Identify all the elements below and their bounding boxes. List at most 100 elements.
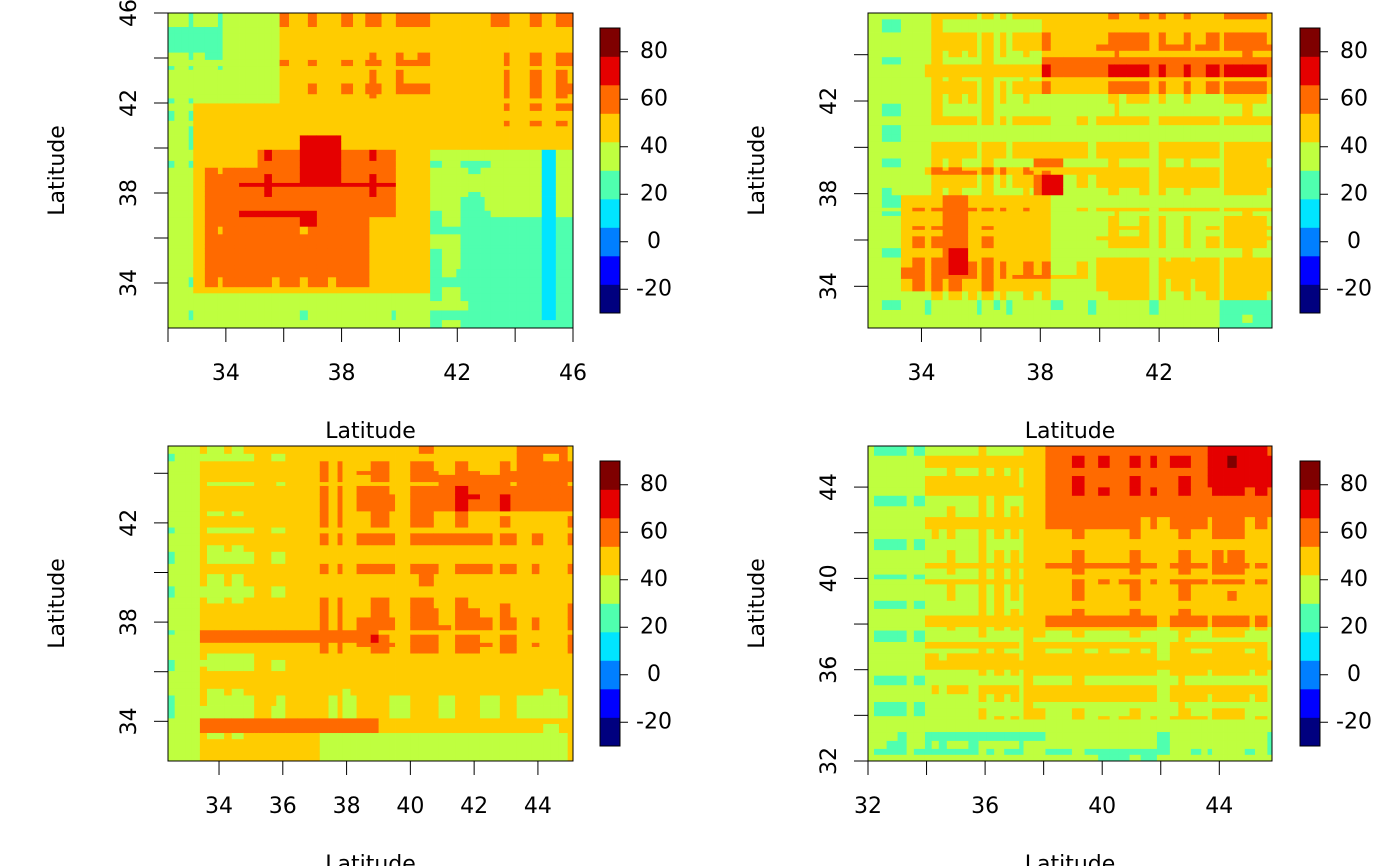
heatmap-cell [257, 248, 265, 254]
heatmap-cell [555, 182, 568, 187]
heatmap-cell [254, 634, 260, 643]
heatmap-cell [977, 115, 982, 126]
heatmap-cell [942, 261, 949, 268]
heatmap-cell [1119, 247, 1127, 258]
heatmap-cell [376, 173, 382, 183]
heatmap-cell [891, 194, 902, 208]
heatmap-cell [1242, 103, 1254, 117]
heatmap-cell [456, 93, 461, 99]
heatmap-cell [1033, 207, 1043, 212]
heatmap-cell [381, 276, 393, 288]
heatmap-cell [214, 607, 225, 618]
heatmap-cell [319, 510, 329, 517]
heatmap-cell [1087, 225, 1097, 230]
heatmap-cell [993, 32, 1001, 45]
heatmap-cell [1190, 210, 1196, 216]
heatmap-cell [567, 167, 574, 175]
heatmap-cell [365, 300, 370, 311]
heatmap-cell [430, 103, 443, 111]
heatmap-cell [1149, 187, 1160, 196]
heatmap-cell [174, 585, 187, 598]
heatmap-cell [503, 300, 510, 311]
heatmap-cell [337, 750, 343, 762]
heatmap-cell [891, 44, 902, 51]
heatmap-cell [350, 617, 357, 626]
heatmap-cell [881, 141, 893, 153]
heatmap-cell [924, 278, 932, 292]
heatmap-cell [1096, 174, 1109, 188]
heatmap-cell [279, 135, 290, 141]
heatmap-cell [456, 65, 461, 70]
heatmap-cell [391, 40, 397, 53]
heatmap-cell [874, 247, 883, 258]
heatmap-cell [271, 191, 280, 197]
heatmap-cell [981, 133, 995, 142]
heatmap-cell [188, 310, 194, 321]
heatmap-cell [316, 103, 329, 111]
heatmap-cell [327, 210, 337, 218]
heatmap-cell [874, 278, 883, 292]
heatmap-cell [1000, 194, 1007, 208]
heatmap-cell [1252, 124, 1268, 135]
heatmap-cell [977, 141, 982, 153]
heatmap-cell [199, 705, 208, 719]
heatmap-cell [924, 261, 932, 268]
heatmap-cell [271, 40, 280, 53]
heatmap-cell [395, 125, 404, 136]
heatmap-cell [217, 120, 223, 127]
heatmap-cell [516, 33, 531, 41]
heatmap-cell [185, 446, 192, 454]
heatmap-cell [1126, 215, 1140, 227]
heatmap-cell [279, 292, 290, 302]
heatmap-cell [217, 135, 223, 141]
heatmap-cell [168, 659, 176, 667]
heatmap-cell [299, 233, 309, 246]
heatmap-cell [456, 276, 461, 288]
heatmap-cell [430, 276, 443, 288]
heatmap-cell [961, 215, 969, 227]
heatmap-cell [1012, 13, 1024, 20]
heatmap-cell [403, 276, 418, 288]
heatmap-cell [378, 510, 390, 517]
heatmap-cell [1050, 76, 1064, 82]
heatmap-cell [948, 18, 963, 33]
heatmap-cell [1114, 166, 1120, 171]
heatmap-cell [1041, 257, 1052, 262]
heatmap-cell [555, 196, 568, 211]
heatmap-cell [391, 264, 397, 270]
heatmap-cell [214, 551, 225, 564]
heatmap-cell [1108, 290, 1116, 301]
heatmap-cell [874, 207, 883, 212]
heatmap-cell [1224, 64, 1234, 78]
heatmap-cell [1233, 64, 1243, 78]
heatmap-cell [376, 310, 382, 321]
heatmap-cell [891, 187, 902, 196]
heatmap-cell [418, 510, 435, 517]
colorbar-swatch [1300, 142, 1320, 171]
heatmap-cell [1149, 50, 1160, 58]
heatmap-cell [1224, 141, 1234, 153]
heatmap-cell [257, 167, 265, 175]
heatmap-cell [327, 65, 337, 70]
heatmap-cell [271, 26, 280, 34]
heatmap-cell [1033, 225, 1043, 230]
heatmap-cell [942, 267, 949, 275]
heatmap-cell [243, 659, 255, 667]
heatmap-cell [460, 167, 469, 175]
heatmap-cell [1076, 32, 1089, 45]
heatmap-cell [977, 278, 982, 292]
heatmap-cell [239, 83, 246, 95]
heatmap-cell [316, 93, 329, 99]
colorbar-tick-label: -20 [1336, 276, 1372, 301]
heatmap-cell [342, 481, 351, 486]
heatmap-cell [1114, 187, 1120, 196]
heatmap-cell [271, 646, 277, 654]
y-tick-label: 42 [117, 89, 142, 117]
heatmap-cell [395, 216, 404, 227]
heatmap-cell [1119, 194, 1127, 208]
heatmap-cell [185, 585, 192, 598]
heatmap-cell [271, 248, 280, 254]
heatmap-cell [484, 210, 492, 218]
heatmap-cell [900, 314, 913, 323]
heatmap-cell [289, 103, 301, 111]
